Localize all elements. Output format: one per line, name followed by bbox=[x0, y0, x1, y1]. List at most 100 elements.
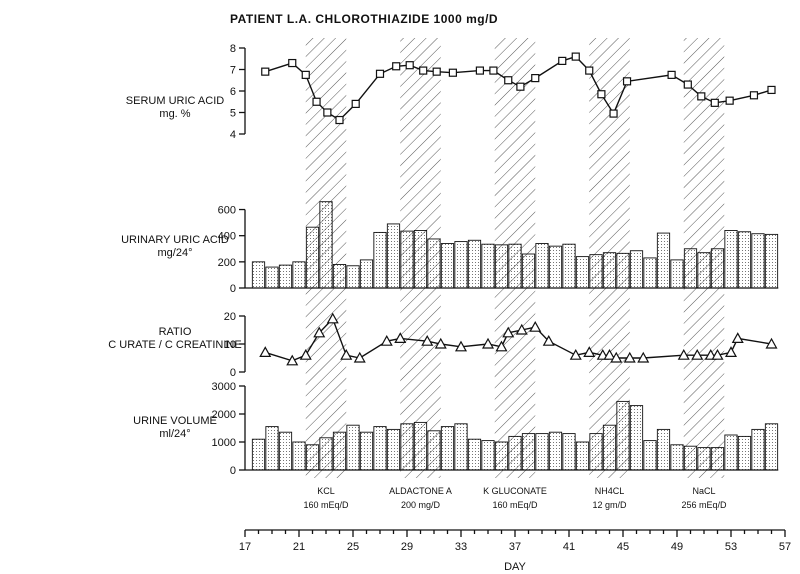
urinary-y-tick-label: 200 bbox=[218, 257, 236, 269]
ratio-point bbox=[299, 348, 312, 360]
treatment-name-2: K GLUCONATE bbox=[483, 486, 547, 496]
ratio-point bbox=[724, 346, 738, 357]
volume-bar bbox=[400, 423, 414, 471]
urinary-bar bbox=[724, 230, 738, 289]
ratio-point bbox=[677, 348, 690, 360]
ratio-point bbox=[495, 340, 508, 352]
volume-bar bbox=[427, 430, 441, 471]
ratio-point bbox=[603, 348, 616, 360]
treatment-labels: KCL 160 mEq/D ALDACTONE A 200 mg/D K GLUCONA… bbox=[303, 486, 727, 510]
urinary-bar bbox=[670, 259, 684, 289]
urinary-bar bbox=[602, 252, 617, 289]
urinary-y-tick-label: 0 bbox=[230, 283, 236, 295]
urinary-bar bbox=[764, 233, 779, 289]
x-tick-label: 53 bbox=[725, 541, 737, 553]
volume-bar bbox=[265, 426, 279, 471]
x-tick-label: 25 bbox=[347, 541, 359, 553]
volume-bar bbox=[481, 440, 495, 471]
treatment-dose-1: 200 mg/D bbox=[401, 500, 441, 510]
serum-point bbox=[558, 56, 567, 66]
serum-point bbox=[335, 115, 344, 125]
urinary-bar bbox=[265, 266, 279, 289]
ratio-point bbox=[502, 326, 515, 338]
volume-bar bbox=[737, 435, 752, 471]
volume-bar bbox=[616, 400, 630, 471]
urinary-bar bbox=[521, 253, 536, 289]
urinary-bar bbox=[440, 243, 455, 289]
volume-label-line: URINE VOLUME bbox=[133, 415, 217, 427]
urinary-bar bbox=[427, 238, 441, 289]
ratio-point bbox=[259, 346, 272, 357]
x-tick-label: 29 bbox=[401, 541, 413, 553]
volume-bar bbox=[535, 433, 549, 471]
volume-bar bbox=[332, 431, 347, 471]
ratio-point bbox=[515, 323, 528, 335]
x-tick-label: 21 bbox=[293, 541, 305, 553]
x-tick-label: 57 bbox=[779, 541, 791, 553]
volume-bar bbox=[440, 426, 455, 471]
volume-bar bbox=[278, 431, 293, 471]
serum-point bbox=[597, 90, 606, 99]
volume-bar bbox=[629, 405, 644, 471]
serum-point bbox=[301, 70, 310, 79]
serum-point bbox=[312, 97, 321, 106]
volume-bar bbox=[454, 423, 468, 471]
volume-bar bbox=[508, 435, 522, 471]
serum-y-tick-label: 6 bbox=[230, 86, 236, 98]
volume-bar bbox=[751, 428, 765, 471]
serum-point bbox=[432, 67, 441, 76]
serum-point bbox=[288, 58, 297, 68]
serum-point bbox=[571, 52, 580, 61]
urinary-bar bbox=[697, 252, 711, 289]
x-tick-label: 37 bbox=[509, 541, 521, 553]
volume-bar bbox=[305, 444, 320, 471]
ratio-point bbox=[340, 348, 353, 360]
treatment-dose-0: 160 mEq/D bbox=[303, 500, 349, 510]
volume-y-tick-label: 1000 bbox=[212, 437, 236, 449]
treatment-dose-2: 160 mEq/D bbox=[492, 500, 538, 510]
serum-point bbox=[392, 62, 401, 71]
serum-label-line: mg. % bbox=[159, 108, 190, 120]
volume-bar bbox=[359, 431, 374, 471]
x-tick-label: 41 bbox=[563, 541, 575, 553]
ratio-point bbox=[380, 334, 393, 346]
ratio-point bbox=[394, 332, 407, 343]
volume-bar bbox=[602, 424, 617, 471]
treatment-dose-3: 12 gm/D bbox=[592, 500, 627, 510]
serum-point bbox=[405, 61, 414, 70]
ratio-point bbox=[731, 332, 744, 343]
ratio-point bbox=[542, 334, 555, 346]
urinary-bar bbox=[643, 257, 657, 289]
urinary-bar bbox=[589, 254, 603, 289]
urinary-bar bbox=[494, 244, 509, 289]
urinary-bar bbox=[467, 239, 482, 289]
urinary-bar bbox=[359, 259, 374, 289]
urinary-bar bbox=[386, 223, 401, 289]
serum-y-tick-label: 5 bbox=[230, 108, 236, 120]
volume-bar bbox=[251, 438, 266, 471]
urinary-bar bbox=[481, 243, 495, 289]
chart-title: PATIENT L.A. CHLOROTHIAZIDE 1000 mg/D bbox=[230, 12, 498, 26]
volume-label-line: ml/24° bbox=[159, 428, 190, 440]
volume-y-tick-label: 0 bbox=[230, 465, 236, 477]
x-tick-label: 49 bbox=[671, 541, 683, 553]
serum-point bbox=[725, 96, 734, 105]
ratio-point bbox=[765, 337, 778, 349]
ratio-point bbox=[313, 326, 326, 338]
x-axis-label: DAY bbox=[504, 561, 526, 573]
ratio-point bbox=[610, 351, 623, 363]
serum-point bbox=[351, 99, 360, 109]
treatment-name-3: NH4CL bbox=[595, 486, 625, 496]
ratio-label-line: C URATE / C CREATININE bbox=[108, 339, 241, 351]
serum-y-tick-label: 7 bbox=[230, 65, 236, 77]
serum-point bbox=[609, 109, 618, 118]
x-tick-label: 17 bbox=[239, 541, 251, 553]
ratio-y-tick-label: 0 bbox=[230, 367, 236, 379]
ratio-y-tick-label: 10 bbox=[224, 339, 236, 351]
serum-point bbox=[504, 76, 513, 85]
serum-point bbox=[767, 85, 776, 95]
ratio-point bbox=[623, 351, 636, 363]
serum-point bbox=[749, 91, 759, 100]
